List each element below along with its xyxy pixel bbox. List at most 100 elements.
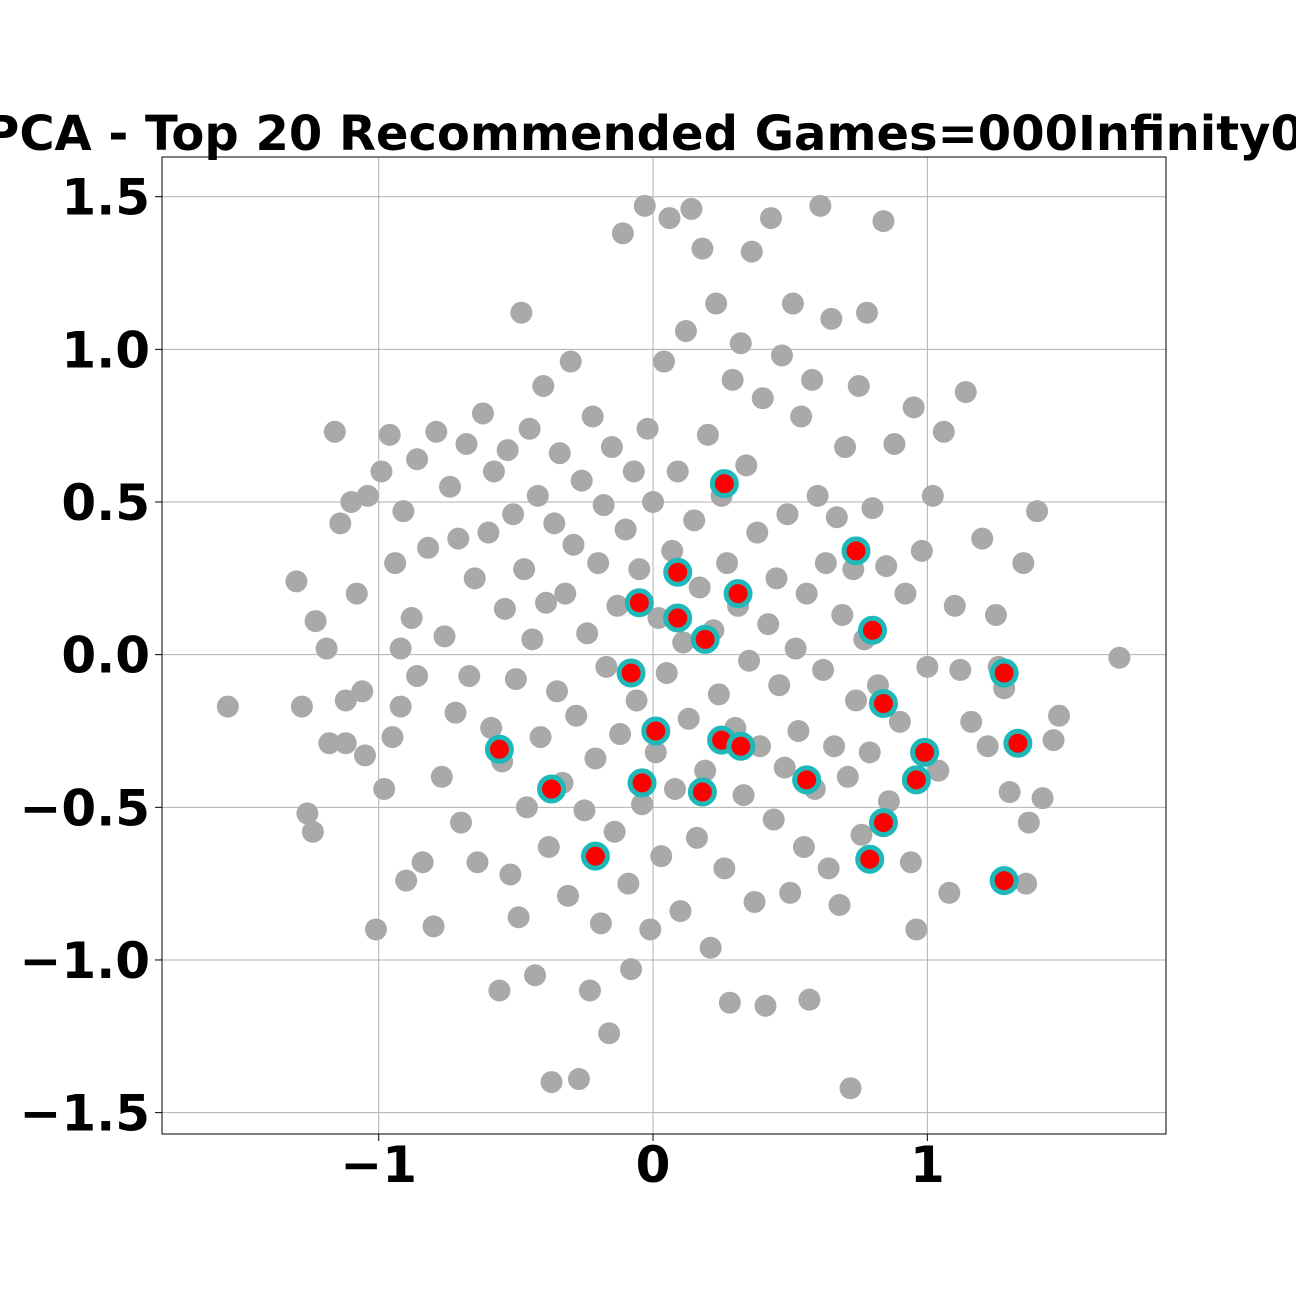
game-point [647, 607, 670, 630]
game-point [351, 680, 374, 703]
game-point [883, 432, 906, 455]
game-point [611, 222, 634, 245]
game-point [422, 915, 445, 938]
game-point [1012, 552, 1035, 575]
game-point [573, 799, 596, 822]
game-point [466, 851, 489, 874]
game-point [749, 735, 772, 758]
game-point [633, 194, 656, 217]
game-point [960, 710, 983, 733]
game-point [622, 460, 645, 483]
game-point [927, 759, 950, 782]
game-point [814, 552, 837, 575]
game-point [828, 894, 851, 917]
y-tick-label: −1.0 [20, 932, 150, 990]
game-point [455, 432, 478, 455]
game-point [984, 603, 1007, 626]
game-point [721, 368, 744, 391]
game-point [899, 851, 922, 874]
game-point [447, 527, 470, 550]
game-point [716, 552, 739, 575]
game-point [847, 374, 870, 397]
x-tick-label: 0 [636, 1136, 671, 1194]
game-point [444, 701, 467, 724]
game-point [768, 674, 791, 697]
game-point [521, 628, 544, 651]
game-point [831, 603, 854, 626]
game-point [482, 460, 505, 483]
game-point [888, 710, 911, 733]
game-point [685, 826, 708, 849]
recommended-game-point [989, 658, 1019, 688]
game-point [998, 781, 1021, 804]
game-point [861, 497, 884, 520]
game-point [787, 719, 810, 742]
game-point [765, 567, 788, 590]
game-point [669, 900, 692, 923]
game-point [548, 442, 571, 465]
game-point [576, 622, 599, 645]
game-point [370, 460, 393, 483]
game-point [798, 988, 821, 1011]
game-point [603, 820, 626, 843]
game-point [801, 368, 824, 391]
game-point [770, 344, 793, 367]
recommended-game-point [723, 579, 753, 609]
game-point [834, 436, 857, 459]
y-tick-label: −0.5 [20, 779, 150, 837]
game-point [820, 307, 843, 330]
recommended-game-point [792, 765, 822, 795]
game-point [329, 512, 352, 535]
game-point [515, 796, 538, 819]
game-point [636, 417, 659, 440]
game-point [315, 637, 338, 660]
game-point [672, 631, 695, 654]
game-point [839, 1077, 862, 1100]
game-point [825, 506, 848, 529]
game-point [738, 649, 761, 672]
game-point [877, 790, 900, 813]
game-point [705, 292, 728, 315]
game-point [663, 777, 686, 800]
game-point [806, 484, 829, 507]
game-point [823, 735, 846, 758]
game-point [540, 1071, 563, 1094]
game-point [546, 680, 569, 703]
game-point [406, 448, 429, 471]
game-point [650, 845, 673, 868]
game-point [450, 811, 473, 834]
game-point [600, 436, 623, 459]
game-point [776, 503, 799, 526]
game-point [699, 936, 722, 959]
recommended-game-point [855, 844, 885, 874]
game-point [406, 665, 429, 688]
game-point [463, 567, 486, 590]
game-point [323, 420, 346, 443]
game-point [524, 964, 547, 987]
game-point [644, 741, 667, 764]
game-point [680, 197, 703, 220]
game-point [598, 1022, 621, 1045]
game-point [688, 576, 711, 599]
y-axis-tick-labels: 1.5 1.0 0.5 0.0 −0.5 −1.0 −1.5 [20, 169, 150, 1143]
game-point [1017, 811, 1040, 834]
game-point [384, 552, 407, 575]
game-point [290, 695, 313, 718]
recommended-game-point [537, 774, 567, 804]
game-point [658, 207, 681, 230]
y-tick-label: 0.0 [61, 627, 150, 685]
top-20-recommended-series [484, 469, 1033, 896]
game-point [301, 820, 324, 843]
game-point [304, 610, 327, 633]
game-point [858, 741, 881, 764]
game-point [746, 521, 769, 544]
game-point [458, 665, 481, 688]
recommended-game-point [641, 716, 671, 746]
recommended-game-point [726, 731, 756, 761]
recommended-game-point [868, 689, 898, 719]
game-point [795, 582, 818, 605]
x-tick-label: −1 [340, 1136, 417, 1194]
game-point [535, 591, 558, 614]
game-point [378, 423, 401, 446]
game-point [751, 387, 774, 410]
